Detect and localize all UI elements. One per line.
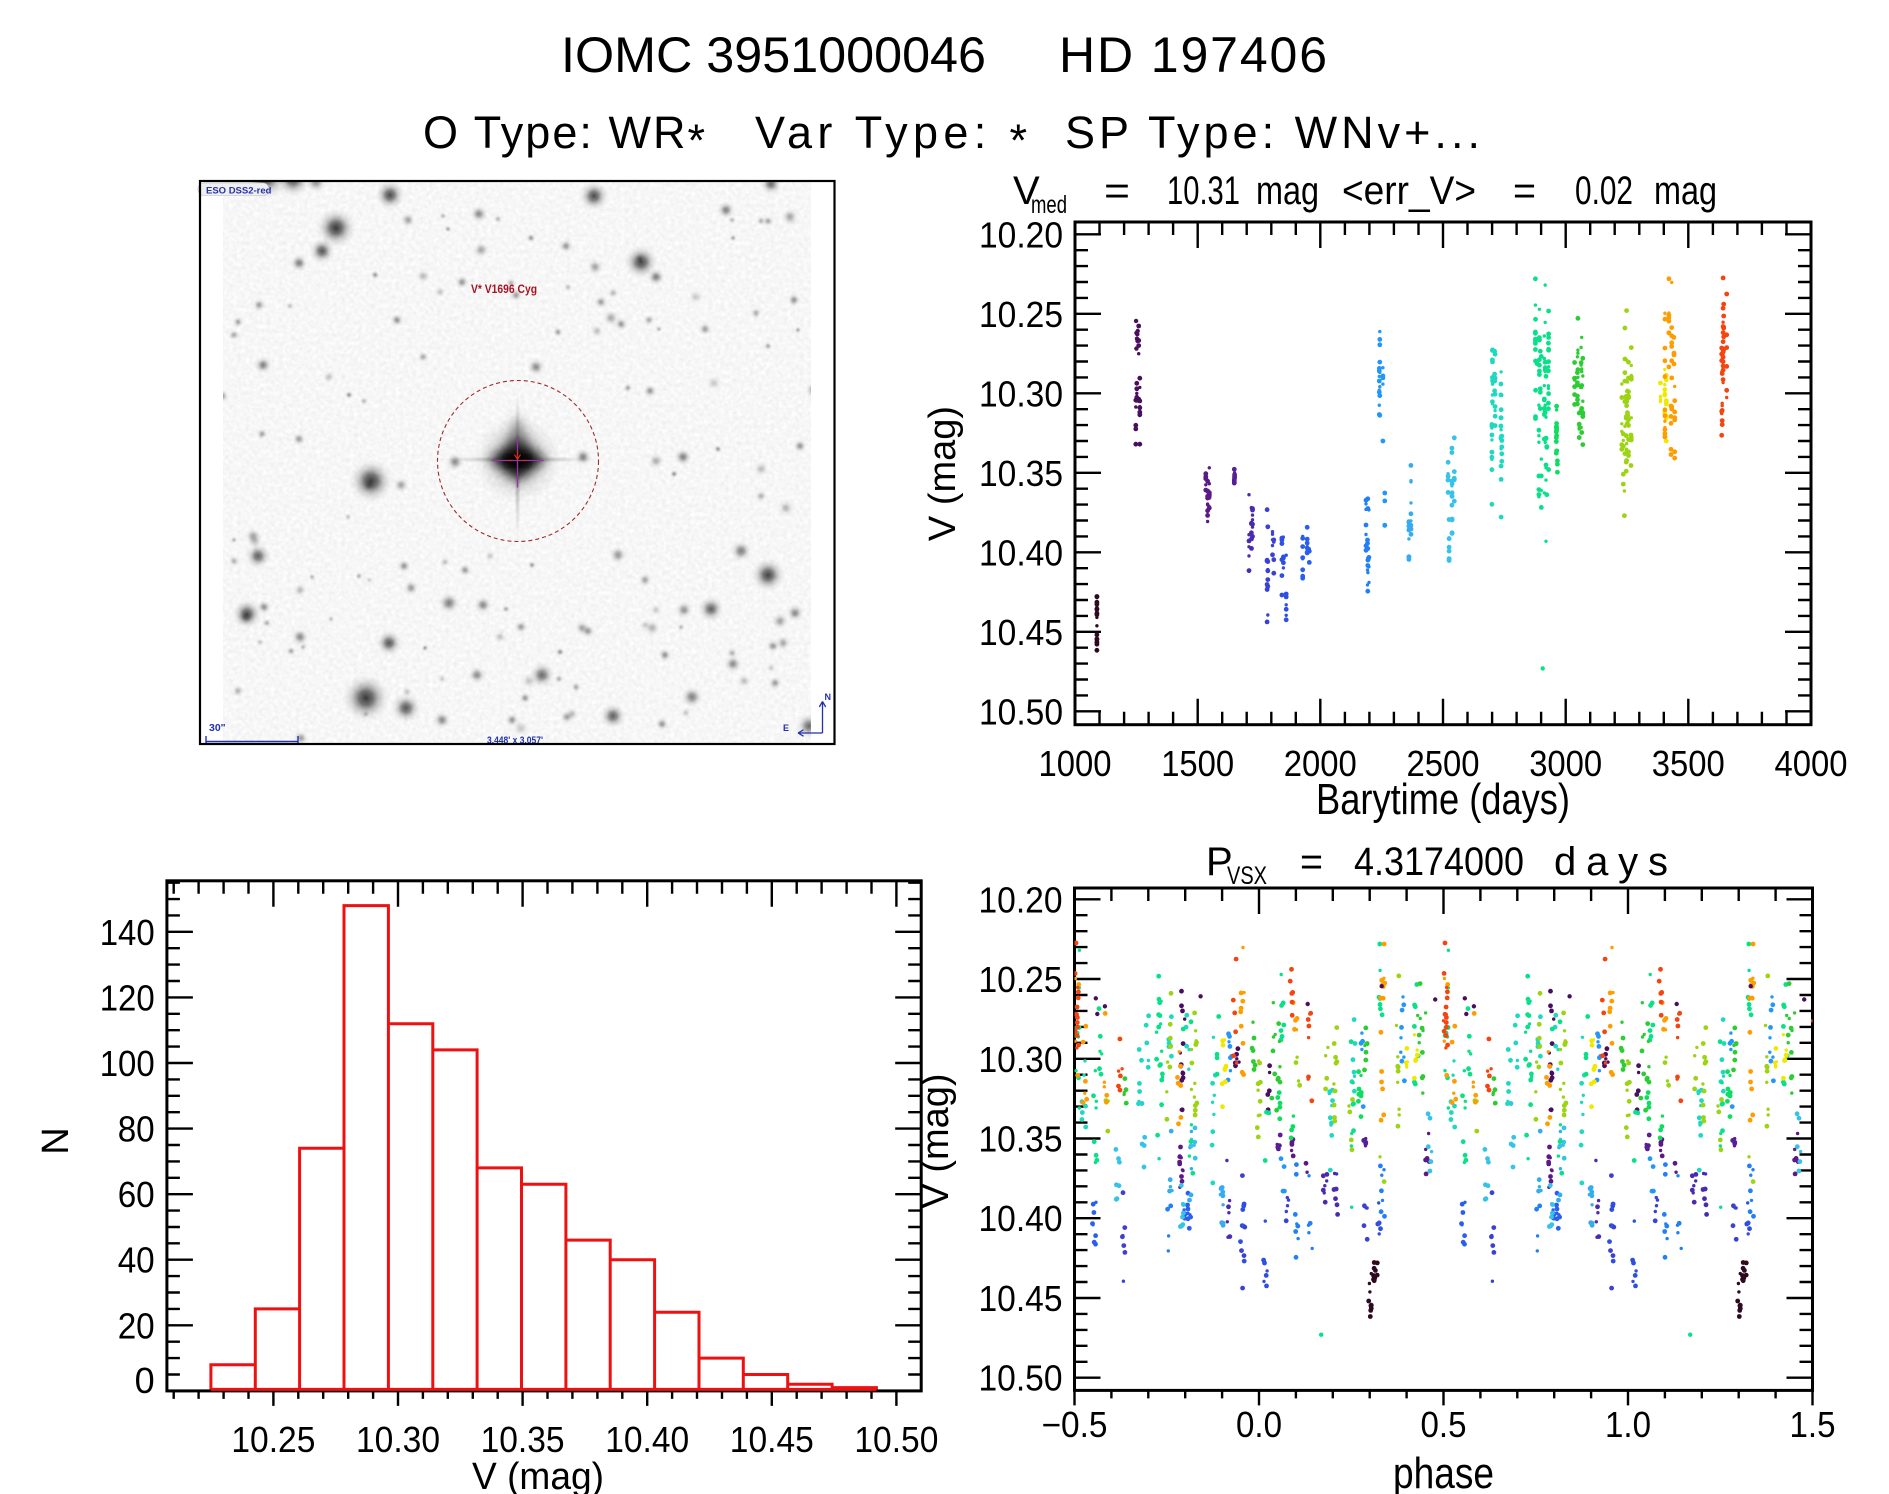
svg-text:10.25: 10.25 — [979, 294, 1063, 335]
svg-text:3500: 3500 — [1652, 743, 1725, 784]
svg-text:O Type: WR*: O Type: WR* — [423, 107, 705, 166]
svg-text:140: 140 — [100, 912, 155, 953]
svg-text:0.02: 0.02 — [1575, 169, 1633, 213]
svg-text:VSX: VSX — [1227, 862, 1267, 890]
svg-text:10.25: 10.25 — [979, 959, 1063, 1000]
svg-text:med: med — [1031, 191, 1067, 219]
svg-text:20: 20 — [118, 1305, 155, 1346]
svg-text:100: 100 — [100, 1043, 155, 1084]
svg-text:10.40: 10.40 — [979, 1198, 1063, 1239]
svg-text:10.31: 10.31 — [1167, 169, 1240, 213]
svg-text:<err_V>: <err_V> — [1342, 169, 1476, 213]
svg-text:10.40: 10.40 — [979, 532, 1063, 573]
svg-text:4000: 4000 — [1775, 743, 1848, 784]
svg-text:10.50: 10.50 — [979, 1358, 1063, 1399]
svg-text:10.35: 10.35 — [979, 453, 1063, 494]
svg-text:0: 0 — [135, 1360, 155, 1401]
svg-text:10.50: 10.50 — [979, 691, 1063, 732]
svg-text:10.45: 10.45 — [730, 1419, 814, 1460]
svg-text:Var Type: *: Var Type: * — [755, 107, 1027, 166]
svg-text:10.20: 10.20 — [979, 879, 1063, 920]
svg-text:10.45: 10.45 — [979, 1278, 1063, 1319]
svg-text:1000: 1000 — [1039, 743, 1112, 784]
svg-text:P: P — [1206, 840, 1233, 884]
svg-text:2500: 2500 — [1407, 743, 1480, 784]
svg-text:N: N — [35, 1127, 77, 1154]
svg-text:10.30: 10.30 — [979, 1039, 1063, 1080]
svg-text:Barytime (days): Barytime (days) — [1316, 775, 1570, 824]
svg-text:80: 80 — [118, 1109, 155, 1150]
svg-text:2000: 2000 — [1284, 743, 1357, 784]
svg-text:IOMC 3951000046: IOMC 3951000046 — [561, 27, 986, 83]
svg-text:1.5: 1.5 — [1790, 1404, 1836, 1445]
svg-text:E: E — [783, 723, 789, 733]
svg-text:N: N — [825, 692, 832, 702]
svg-text:V (mag): V (mag) — [915, 1073, 957, 1208]
svg-text:10.50: 10.50 — [854, 1419, 938, 1460]
svg-text:10.25: 10.25 — [231, 1419, 315, 1460]
svg-text:10.20: 10.20 — [979, 214, 1063, 255]
svg-text:V (mag): V (mag) — [472, 1456, 604, 1494]
svg-text:10.30: 10.30 — [979, 373, 1063, 414]
svg-text:mag: mag — [1256, 169, 1319, 213]
svg-text:HD 197406: HD 197406 — [1059, 27, 1327, 83]
svg-text:10.30: 10.30 — [356, 1419, 440, 1460]
svg-text:10.35: 10.35 — [481, 1419, 565, 1460]
svg-text:−0.5: −0.5 — [1042, 1404, 1108, 1445]
svg-text:SP Type: WNv+...: SP Type: WNv+... — [1065, 107, 1480, 158]
svg-text:0.0: 0.0 — [1236, 1404, 1282, 1445]
svg-text:mag: mag — [1654, 169, 1717, 213]
svg-text:120: 120 — [100, 977, 155, 1018]
svg-text:V (mag): V (mag) — [922, 406, 964, 541]
svg-text:60: 60 — [118, 1174, 155, 1215]
svg-text:V: V — [1013, 169, 1040, 213]
svg-text:V* V1696 Cyg: V* V1696 Cyg — [471, 284, 537, 296]
svg-text:0.5: 0.5 — [1421, 1404, 1467, 1445]
svg-text:10.40: 10.40 — [605, 1419, 689, 1460]
svg-text:=: = — [1513, 169, 1536, 213]
svg-text:3000: 3000 — [1529, 743, 1602, 784]
svg-text:10.45: 10.45 — [979, 612, 1063, 653]
svg-text:phase: phase — [1393, 1449, 1494, 1494]
svg-text:=: = — [1300, 840, 1323, 884]
svg-text:ESO DSS2-red: ESO DSS2-red — [206, 186, 272, 197]
svg-text:10.35: 10.35 — [979, 1119, 1063, 1160]
svg-text:4.3174000: 4.3174000 — [1354, 840, 1524, 884]
svg-text:=: = — [1104, 169, 1130, 213]
svg-text:40: 40 — [118, 1240, 155, 1281]
svg-text:1.0: 1.0 — [1605, 1404, 1651, 1445]
svg-text:30": 30" — [209, 722, 226, 734]
svg-text:1500: 1500 — [1161, 743, 1234, 784]
